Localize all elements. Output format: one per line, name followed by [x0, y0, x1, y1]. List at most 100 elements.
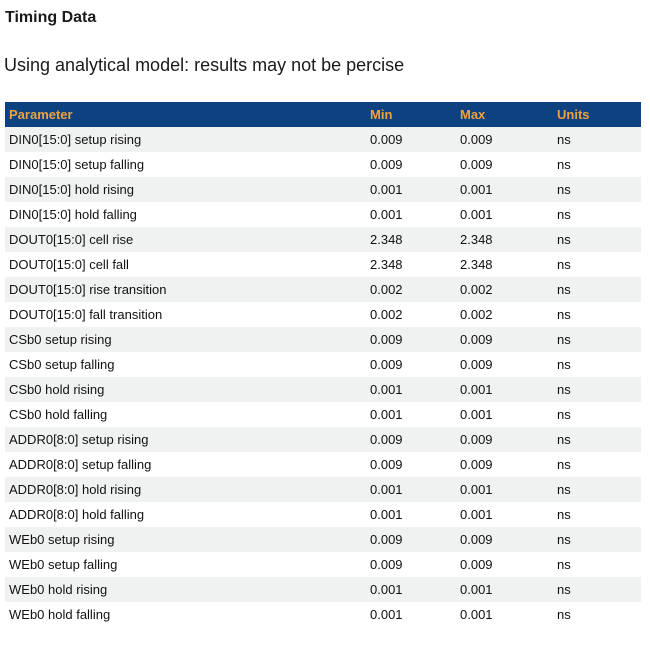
cell-min: 0.001 — [366, 202, 456, 227]
cell-min: 0.009 — [366, 552, 456, 577]
table-row: DIN0[15:0] hold falling 0.001 0.001 ns — [5, 202, 641, 227]
cell-parameter: DOUT0[15:0] cell rise — [5, 227, 366, 252]
cell-parameter: WEb0 setup falling — [5, 552, 366, 577]
cell-max: 0.001 — [456, 577, 553, 602]
cell-parameter: WEb0 hold rising — [5, 577, 366, 602]
column-header-parameter: Parameter — [5, 102, 366, 127]
timing-data-table: Parameter Min Max Units DIN0[15:0] setup… — [5, 102, 641, 627]
table-row: ADDR0[8:0] hold falling 0.001 0.001 ns — [5, 502, 641, 527]
column-header-min: Min — [366, 102, 456, 127]
table-row: WEb0 hold falling 0.001 0.001 ns — [5, 602, 641, 627]
cell-parameter: DOUT0[15:0] fall transition — [5, 302, 366, 327]
cell-units: ns — [553, 527, 641, 552]
cell-min: 0.001 — [366, 477, 456, 502]
cell-parameter: CSb0 hold rising — [5, 377, 366, 402]
cell-parameter: DIN0[15:0] setup rising — [5, 127, 366, 152]
table-row: WEb0 setup rising 0.009 0.009 ns — [5, 527, 641, 552]
table-row: DIN0[15:0] setup rising 0.009 0.009 ns — [5, 127, 641, 152]
cell-max: 0.009 — [456, 352, 553, 377]
cell-min: 0.009 — [366, 352, 456, 377]
cell-min: 2.348 — [366, 252, 456, 277]
column-header-units: Units — [553, 102, 641, 127]
table-row: CSb0 hold falling 0.001 0.001 ns — [5, 402, 641, 427]
cell-max: 0.002 — [456, 302, 553, 327]
table-row: DOUT0[15:0] cell fall 2.348 2.348 ns — [5, 252, 641, 277]
table-row: WEb0 setup falling 0.009 0.009 ns — [5, 552, 641, 577]
cell-parameter: DOUT0[15:0] cell fall — [5, 252, 366, 277]
column-header-max: Max — [456, 102, 553, 127]
cell-units: ns — [553, 577, 641, 602]
cell-min: 0.001 — [366, 177, 456, 202]
cell-units: ns — [553, 502, 641, 527]
cell-min: 0.009 — [366, 152, 456, 177]
cell-units: ns — [553, 227, 641, 252]
cell-units: ns — [553, 177, 641, 202]
cell-min: 0.001 — [366, 602, 456, 627]
table-row: CSb0 setup falling 0.009 0.009 ns — [5, 352, 641, 377]
table-row: DIN0[15:0] setup falling 0.009 0.009 ns — [5, 152, 641, 177]
cell-min: 0.001 — [366, 502, 456, 527]
cell-min: 0.009 — [366, 127, 456, 152]
cell-units: ns — [553, 452, 641, 477]
table-row: WEb0 hold rising 0.001 0.001 ns — [5, 577, 641, 602]
model-warning-text: Using analytical model: results may not … — [4, 55, 405, 75]
cell-max: 0.001 — [456, 202, 553, 227]
table-row: DOUT0[15:0] cell rise 2.348 2.348 ns — [5, 227, 641, 252]
cell-max: 0.009 — [456, 452, 553, 477]
cell-units: ns — [553, 552, 641, 577]
table-row: ADDR0[8:0] setup falling 0.009 0.009 ns — [5, 452, 641, 477]
cell-parameter: CSb0 setup rising — [5, 327, 366, 352]
cell-units: ns — [553, 377, 641, 402]
cell-min: 0.001 — [366, 402, 456, 427]
cell-parameter: ADDR0[8:0] hold rising — [5, 477, 366, 502]
cell-units: ns — [553, 127, 641, 152]
cell-min: 0.002 — [366, 302, 456, 327]
cell-parameter: ADDR0[8:0] setup falling — [5, 452, 366, 477]
cell-max: 0.009 — [456, 152, 553, 177]
cell-min: 2.348 — [366, 227, 456, 252]
cell-min: 0.001 — [366, 377, 456, 402]
cell-max: 0.001 — [456, 177, 553, 202]
page-title: Timing Data — [5, 9, 97, 26]
cell-parameter: WEb0 hold falling — [5, 602, 366, 627]
cell-max: 0.001 — [456, 477, 553, 502]
cell-max: 0.001 — [456, 402, 553, 427]
cell-min: 0.009 — [366, 427, 456, 452]
table-header-row: Parameter Min Max Units — [5, 102, 641, 127]
cell-min: 0.001 — [366, 577, 456, 602]
cell-min: 0.009 — [366, 527, 456, 552]
cell-max: 0.009 — [456, 427, 553, 452]
cell-max: 0.009 — [456, 527, 553, 552]
cell-parameter: WEb0 setup rising — [5, 527, 366, 552]
cell-units: ns — [553, 352, 641, 377]
cell-min: 0.002 — [366, 277, 456, 302]
cell-min: 0.009 — [366, 327, 456, 352]
cell-units: ns — [553, 477, 641, 502]
cell-units: ns — [553, 302, 641, 327]
cell-parameter: CSb0 setup falling — [5, 352, 366, 377]
cell-units: ns — [553, 402, 641, 427]
cell-parameter: ADDR0[8:0] hold falling — [5, 502, 366, 527]
cell-units: ns — [553, 327, 641, 352]
table-row: CSb0 hold rising 0.001 0.001 ns — [5, 377, 641, 402]
table-row: DIN0[15:0] hold rising 0.001 0.001 ns — [5, 177, 641, 202]
cell-parameter: DIN0[15:0] setup falling — [5, 152, 366, 177]
cell-max: 2.348 — [456, 252, 553, 277]
cell-units: ns — [553, 602, 641, 627]
cell-parameter: DIN0[15:0] hold falling — [5, 202, 366, 227]
table-row: CSb0 setup rising 0.009 0.009 ns — [5, 327, 641, 352]
cell-max: 0.002 — [456, 277, 553, 302]
cell-parameter: CSb0 hold falling — [5, 402, 366, 427]
table-row: DOUT0[15:0] rise transition 0.002 0.002 ns — [5, 277, 641, 302]
cell-units: ns — [553, 152, 641, 177]
cell-min: 0.009 — [366, 452, 456, 477]
cell-max: 0.009 — [456, 127, 553, 152]
cell-parameter: ADDR0[8:0] setup rising — [5, 427, 366, 452]
cell-parameter: DOUT0[15:0] rise transition — [5, 277, 366, 302]
cell-max: 0.001 — [456, 602, 553, 627]
cell-max: 0.001 — [456, 502, 553, 527]
table-row: DOUT0[15:0] fall transition 0.002 0.002 ns — [5, 302, 641, 327]
cell-max: 0.001 — [456, 377, 553, 402]
cell-parameter: DIN0[15:0] hold rising — [5, 177, 366, 202]
